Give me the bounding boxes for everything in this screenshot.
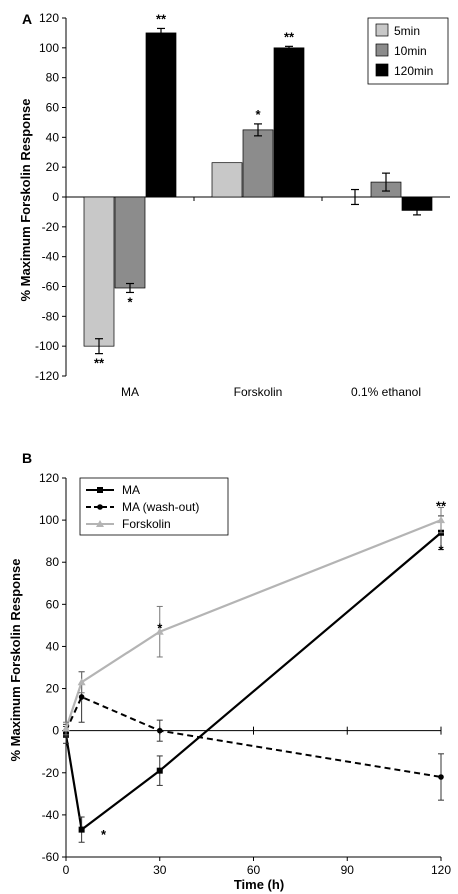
- panel-label-a: A: [22, 11, 32, 27]
- bar-5min-1: [211, 162, 243, 198]
- x-axis-label-b: Time (h): [234, 877, 284, 892]
- legend-label-b-0: MA: [122, 483, 140, 497]
- legend-label-a-0: 5min: [394, 24, 420, 38]
- x-tick-label-b-2: 60: [247, 863, 261, 877]
- legend-swatch-a-1: [375, 43, 389, 57]
- bar-10min-1: [242, 129, 274, 198]
- y-tick-label-b-5: 40: [46, 639, 60, 653]
- data-point-b-2-2: [155, 627, 164, 635]
- y-tick-label-b-1: -40: [42, 808, 60, 822]
- y-tick-label-a-3: -60: [42, 280, 60, 294]
- legend-label-b-1: MA (wash-out): [122, 500, 199, 514]
- x-tick-label-b-3: 90: [341, 863, 355, 877]
- sig-marker-b-2: **: [436, 498, 447, 513]
- x-tick-label-b-0: 0: [63, 863, 70, 877]
- y-tick-label-a-2: -80: [42, 309, 60, 323]
- legend-label-a-2: 120min: [394, 64, 433, 78]
- x-tick-label-a-0: MA: [121, 385, 139, 399]
- legend-label-b-2: Forskolin: [122, 517, 171, 531]
- x-tick-label-b-1: 30: [153, 863, 167, 877]
- series-line-2: [64, 519, 442, 729]
- data-point-b-2-3: [437, 516, 445, 524]
- y-tick-label-b-9: 120: [39, 471, 59, 485]
- sig-marker-120min-0: **: [156, 11, 167, 26]
- bar-120min-0: [145, 32, 177, 198]
- y-axis-label-a: % Maximum Forskolin Response: [18, 99, 33, 302]
- series-line-1: [65, 695, 442, 778]
- series-line-0: [64, 531, 442, 832]
- data-point-b-2-0: [62, 724, 70, 732]
- y-tick-label-a-8: 40: [46, 130, 60, 144]
- sig-marker-10min-1: *: [255, 107, 261, 122]
- y-tick-label-b-8: 100: [39, 513, 59, 527]
- x-tick-label-a-1: Forskolin: [234, 385, 283, 399]
- legend-label-a-1: 10min: [394, 44, 427, 58]
- data-point-b-1-1: [78, 694, 85, 700]
- legend-swatch-a-0: [375, 23, 389, 37]
- bar-120min-1: [273, 47, 305, 198]
- data-point-b-1-3: [438, 774, 444, 780]
- data-point-b-2-1: [77, 678, 86, 686]
- panel-label-b: B: [22, 450, 32, 466]
- legend-marker-b-2: [96, 520, 104, 527]
- legend-marker-b-1: [97, 504, 103, 510]
- y-tick-label-b-3: 0: [52, 724, 59, 738]
- y-tick-label-a-5: -20: [42, 220, 60, 234]
- y-tick-label-a-10: 80: [46, 71, 60, 85]
- data-point-b-0-2: [156, 767, 163, 774]
- chart-a: A % Maximum Forskolin Response -120 -100 -…: [18, 11, 450, 399]
- sig-marker-b-3: *: [438, 543, 444, 558]
- y-tick-label-a-6: 0: [52, 190, 59, 204]
- y-tick-label-a-12: 120: [39, 11, 59, 25]
- y-tick-label-b-4: 20: [46, 682, 60, 696]
- x-tick-label-b-4: 120: [431, 863, 451, 877]
- sig-marker-b-0: *: [101, 827, 107, 842]
- y-tick-label-b-2: -20: [42, 766, 60, 780]
- bar-5min-0: [83, 196, 115, 347]
- sig-marker-5min-0: **: [94, 356, 105, 371]
- legend-marker-b-0: [97, 487, 103, 493]
- y-tick-label-a-7: 20: [46, 160, 60, 174]
- y-tick-label-b-0: -60: [42, 850, 60, 864]
- legend-swatch-a-2: [375, 63, 389, 77]
- data-point-b-0-1: [78, 826, 85, 833]
- y-tick-label-a-9: 60: [46, 101, 60, 115]
- chart-b: B % Maximum Forskolin Response Time (h) …: [8, 450, 451, 892]
- sig-marker-b-1: *: [157, 620, 163, 635]
- y-tick-label-b-6: 60: [46, 597, 60, 611]
- y-tick-label-b-7: 80: [46, 555, 60, 569]
- y-tick-label-a-4: -40: [42, 250, 60, 264]
- sig-marker-120min-1: **: [284, 29, 295, 44]
- bar-10min-0: [114, 196, 146, 289]
- y-tick-label-a-11: 100: [39, 41, 59, 55]
- y-axis-label-b: % Maximum Forskolin Response: [8, 559, 23, 762]
- sig-marker-10min-0: *: [127, 294, 133, 309]
- data-point-b-1-2: [156, 727, 163, 734]
- x-tick-label-a-2: 0.1% ethanol: [351, 385, 421, 399]
- y-tick-label-a-1: -100: [35, 339, 59, 353]
- y-tick-label-a-0: -120: [35, 369, 59, 383]
